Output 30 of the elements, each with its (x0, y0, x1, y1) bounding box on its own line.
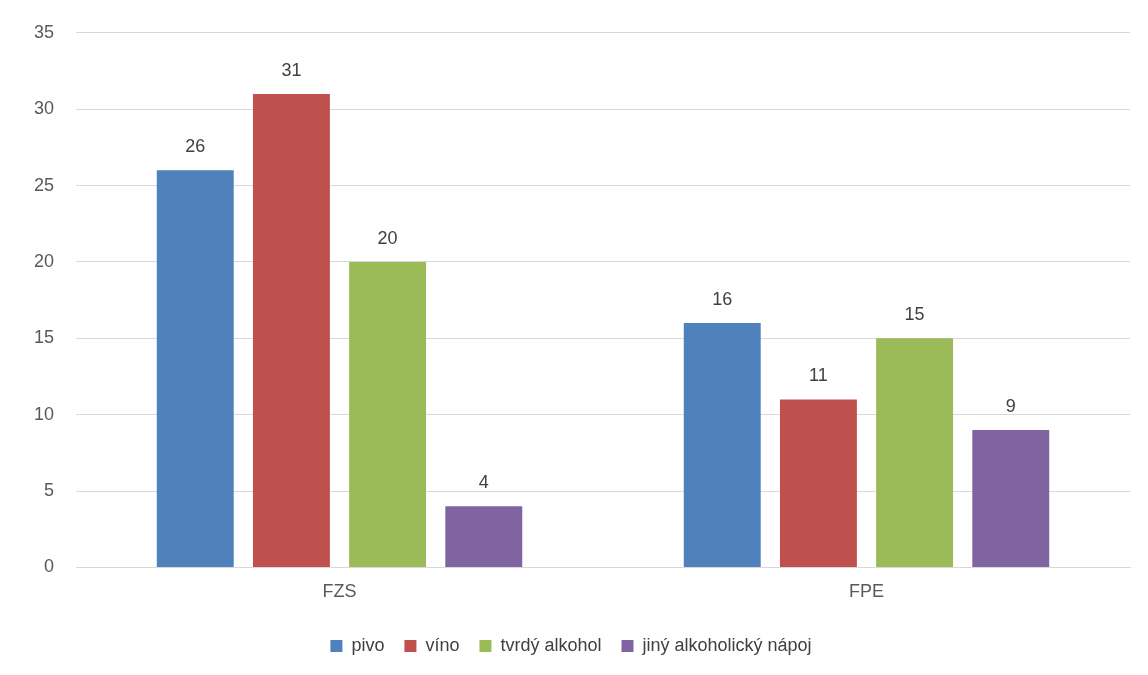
y-tick-label: 15 (33, 327, 55, 348)
bar (252, 93, 330, 567)
data-label: 4 (478, 472, 489, 493)
legend-label: víno (425, 634, 460, 655)
data-label: 31 (281, 59, 302, 80)
legend-label: tvrdý alkohol (500, 634, 602, 655)
y-tick-label: 35 (33, 21, 55, 42)
legend-label: jiný alkoholický nápoj (641, 634, 812, 655)
bar (683, 323, 761, 567)
legend-label: pivo (351, 634, 385, 655)
data-label: 11 (809, 365, 828, 386)
y-tick-label: 25 (33, 174, 55, 195)
data-label: 16 (712, 288, 733, 309)
data-label: 20 (377, 227, 398, 248)
data-label: 15 (904, 304, 925, 325)
y-tick-label: 10 (33, 403, 55, 424)
y-tick-label: 0 (44, 556, 55, 577)
bar (779, 399, 857, 567)
bar (445, 506, 523, 567)
bar (156, 170, 234, 567)
data-label: 26 (185, 136, 206, 157)
x-tick-label: FPE (849, 581, 885, 602)
bar (349, 261, 427, 567)
x-tick-label: FZS (322, 581, 357, 602)
y-tick-label: 30 (33, 98, 55, 119)
y-tick-label: 5 (44, 480, 55, 500)
bar (876, 338, 954, 567)
y-tick-label: 20 (33, 250, 55, 271)
bar (972, 429, 1050, 567)
data-label: 9 (1005, 395, 1016, 416)
